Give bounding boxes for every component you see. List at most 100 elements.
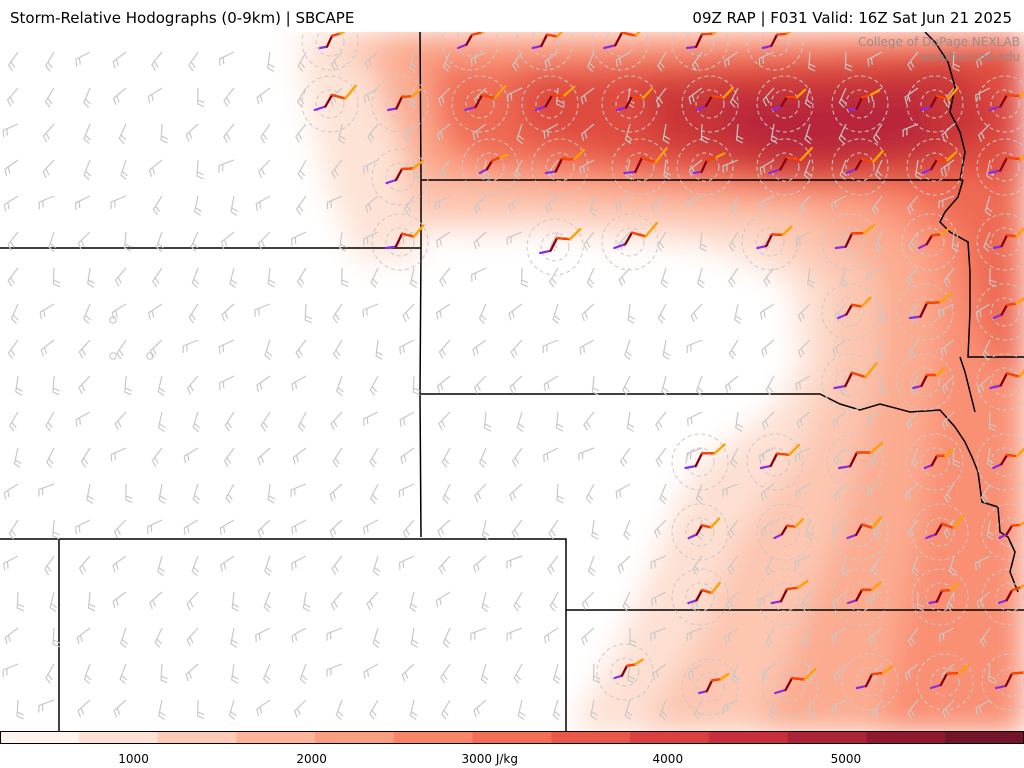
wind-barb <box>659 483 667 505</box>
wind-barb <box>441 447 451 468</box>
wind-barb <box>80 447 91 468</box>
wind-barb <box>841 555 849 577</box>
range-ring <box>625 152 655 182</box>
wind-barb <box>977 375 991 394</box>
wind-barb <box>120 159 128 181</box>
wind-barb <box>3 195 19 212</box>
wind-barb <box>42 159 55 179</box>
wind-barb <box>832 591 847 609</box>
wind-barb <box>587 51 595 73</box>
wind-barb <box>735 411 743 432</box>
wind-barb <box>255 195 271 212</box>
wind-barb <box>509 483 523 502</box>
wind-barb <box>627 663 635 684</box>
wind-barb <box>229 267 237 289</box>
range-ring <box>746 32 804 71</box>
hodograph-trace <box>634 658 644 666</box>
wind-barb <box>437 519 451 538</box>
range-ring <box>545 152 575 182</box>
wind-barb <box>661 375 669 397</box>
range-ring <box>821 283 879 341</box>
wind-barb <box>473 375 487 394</box>
wind-barb <box>45 411 55 432</box>
range-ring <box>301 75 359 133</box>
range-ring <box>756 568 814 626</box>
wind-barb <box>940 159 955 177</box>
wind-barb <box>10 303 19 325</box>
wind-barb <box>975 303 991 320</box>
wind-barb <box>662 339 671 360</box>
wind-barb <box>833 447 847 466</box>
wind-barb <box>868 627 883 645</box>
wind-barb <box>902 123 919 137</box>
wind-barb <box>581 627 595 646</box>
wind-barb <box>197 699 205 720</box>
wind-barb <box>624 339 632 361</box>
wind-barb <box>185 663 199 682</box>
wind-barb <box>191 555 200 577</box>
wind-barb <box>615 195 631 211</box>
wind-barb <box>943 519 955 539</box>
wind-barb <box>119 627 128 649</box>
wind-barb <box>543 375 559 392</box>
range-ring <box>925 582 955 612</box>
wind-barb <box>256 699 271 717</box>
wind-barb <box>724 627 739 645</box>
wind-barb <box>473 231 487 250</box>
hodograph-trace <box>493 85 507 100</box>
wind-barb <box>975 51 991 68</box>
colorbar-cell <box>157 731 237 744</box>
wind-barb <box>329 519 343 538</box>
range-ring <box>526 218 584 276</box>
watermark-line2: weather.cod.edu <box>920 50 1020 64</box>
hodograph-trace <box>786 32 792 35</box>
wind-barb <box>326 663 343 677</box>
range-ring <box>611 138 669 196</box>
range-ring <box>685 447 715 477</box>
wind-barb <box>8 411 19 432</box>
wind-barb <box>794 447 811 463</box>
wind-barb <box>513 663 523 684</box>
wind-barb <box>478 447 487 469</box>
wind-barb <box>470 267 487 282</box>
colorbar-tick-label: 3000 J/kg <box>461 752 518 766</box>
wind-barbs <box>2 51 997 721</box>
wind-barb <box>543 447 559 463</box>
wind-barb <box>125 483 133 504</box>
wind-barb <box>110 447 127 462</box>
wind-barb <box>543 627 559 644</box>
range-ring <box>591 32 649 71</box>
wind-barb <box>798 195 811 215</box>
wind-barb <box>699 231 708 252</box>
wind-barb <box>110 195 127 209</box>
wind-barb <box>516 411 525 433</box>
range-ring <box>760 32 790 57</box>
wind-barb <box>7 339 19 360</box>
wind-barb <box>478 303 487 325</box>
wind-barb <box>686 627 703 641</box>
range-ring <box>910 297 940 327</box>
wind-barb <box>366 591 379 611</box>
wind-barb <box>520 267 529 288</box>
wind-barb <box>874 519 883 540</box>
wind-barb <box>49 591 58 613</box>
range-ring <box>930 667 960 697</box>
wind-barb <box>114 267 127 287</box>
wind-barb <box>761 411 775 430</box>
hodograph-trace <box>1019 584 1024 589</box>
wind-barb <box>686 447 703 461</box>
colorbar-cell <box>787 731 867 744</box>
wind-barb <box>231 591 240 612</box>
hodograph-trace <box>869 441 884 454</box>
wind-barb <box>256 87 271 105</box>
wind-barb <box>13 447 22 468</box>
wind-barb <box>114 411 127 431</box>
hodograph-trace <box>641 87 654 100</box>
wind-barb <box>78 555 91 575</box>
hodograph-trace <box>871 515 883 529</box>
range-ring <box>770 582 800 612</box>
wind-barb <box>434 195 451 210</box>
hodograph-trace <box>572 148 586 161</box>
wind-barb <box>8 519 19 540</box>
wind-barb <box>728 267 739 288</box>
